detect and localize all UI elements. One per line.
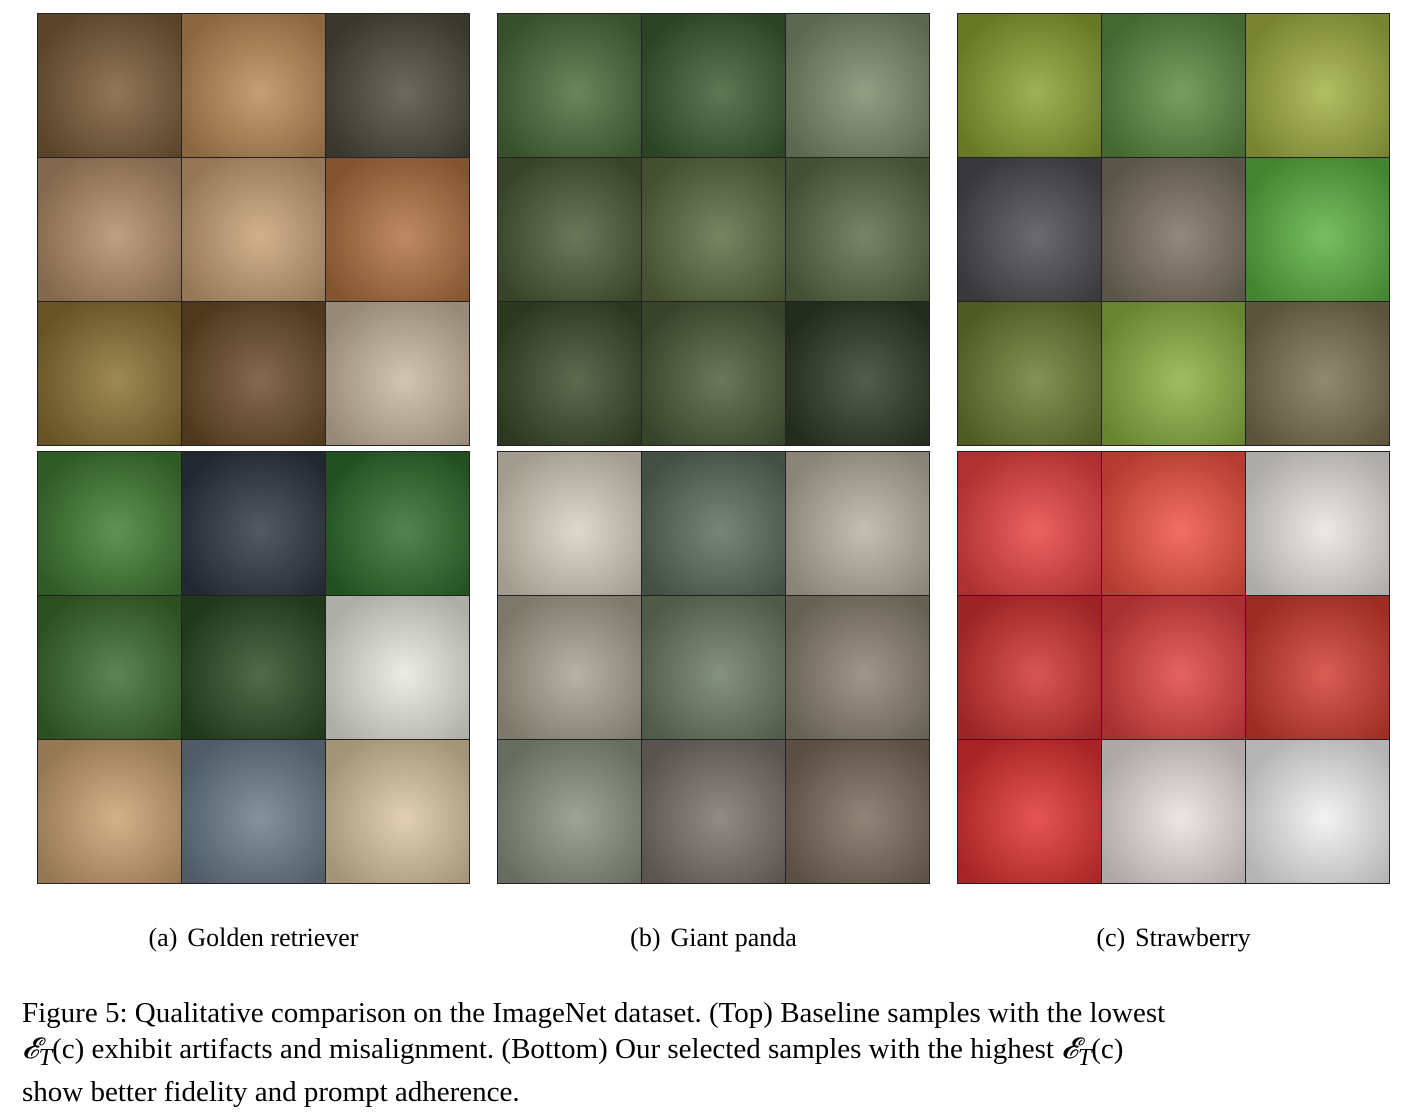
energy-symbol: 𝓔: [22, 1031, 39, 1065]
figure-label: Figure 5:: [22, 997, 128, 1029]
sample-image: [498, 158, 641, 301]
sample-image: [498, 740, 641, 883]
sample-image: [1102, 596, 1245, 739]
subcaption-c-text: Strawberry: [1135, 923, 1251, 952]
sample-image: [38, 740, 181, 883]
sample-image: [1102, 740, 1245, 883]
sample-image: [326, 596, 469, 739]
sample-image: [1102, 452, 1245, 595]
subcaption-a: (a) Golden retriever: [37, 922, 470, 954]
sample-image: [642, 302, 785, 445]
caption-line3: show better fidelity and prompt adherenc…: [22, 1075, 520, 1108]
sample-image: [1246, 14, 1389, 157]
sample-image: [786, 596, 929, 739]
sample-image: [38, 452, 181, 595]
sample-image: [38, 302, 181, 445]
caption-line2: exhibit artifacts and misalignment. (Bot…: [91, 1033, 1054, 1065]
sample-image: [498, 452, 641, 595]
sample-image: [326, 452, 469, 595]
sample-image: [958, 452, 1101, 595]
sample-image: [1102, 158, 1245, 301]
sample-image: [38, 14, 181, 157]
sample-image: [958, 14, 1101, 157]
sample-image: [326, 14, 469, 157]
sample-image: [326, 158, 469, 301]
sample-image: [498, 14, 641, 157]
sample-image: [182, 158, 325, 301]
sample-image: [182, 740, 325, 883]
energy-symbol-2: 𝓔: [1061, 1031, 1078, 1065]
sample-image: [786, 452, 929, 595]
panel-a-top-grid: [37, 13, 470, 446]
sample-image: [1246, 158, 1389, 301]
energy-arg-2: (c): [1091, 1033, 1124, 1065]
sample-image: [1246, 302, 1389, 445]
energy-arg: (c): [52, 1033, 85, 1065]
subcaption-a-text: Golden retriever: [187, 923, 359, 952]
energy-subscript-2: T: [1077, 1043, 1092, 1071]
sample-image: [1102, 302, 1245, 445]
sample-image: [326, 740, 469, 883]
sample-image: [182, 452, 325, 595]
figure-caption: Figure 5: Qualitative comparison on the …: [22, 996, 1412, 1110]
sample-image: [498, 596, 641, 739]
sample-image: [958, 302, 1101, 445]
sample-image: [326, 302, 469, 445]
sample-image: [642, 596, 785, 739]
subcaption-b-text: Giant panda: [670, 923, 797, 952]
sample-image: [182, 596, 325, 739]
sample-image: [786, 14, 929, 157]
sample-image: [498, 302, 641, 445]
sample-image: [1102, 14, 1245, 157]
energy-subscript: T: [38, 1043, 53, 1071]
panel-b-bottom-grid: [497, 451, 930, 884]
subcaption-b-tag: (b): [630, 923, 661, 952]
subcaption-c: (c) Strawberry: [957, 922, 1390, 954]
sample-image: [38, 158, 181, 301]
panel-a-bottom-grid: [37, 451, 470, 884]
sample-image: [642, 452, 785, 595]
sample-image: [38, 596, 181, 739]
subcaption-a-tag: (a): [148, 923, 178, 952]
subcaption-c-tag: (c): [1096, 923, 1126, 952]
sample-image: [958, 158, 1101, 301]
sample-image: [1246, 596, 1389, 739]
sample-image: [182, 14, 325, 157]
sample-image: [1246, 740, 1389, 883]
panel-c-bottom-grid: [957, 451, 1390, 884]
sample-image: [182, 302, 325, 445]
subcaption-b: (b) Giant panda: [497, 922, 930, 954]
sample-image: [786, 740, 929, 883]
sample-image: [958, 596, 1101, 739]
sample-image: [786, 302, 929, 445]
panel-c-top-grid: [957, 13, 1390, 446]
sample-image: [642, 158, 785, 301]
panel-b-top-grid: [497, 13, 930, 446]
sample-image: [642, 14, 785, 157]
sample-image: [1246, 452, 1389, 595]
sample-image: [786, 158, 929, 301]
caption-line1: Qualitative comparison on the ImageNet d…: [134, 997, 1166, 1029]
sample-image: [642, 740, 785, 883]
sample-image: [958, 740, 1101, 883]
